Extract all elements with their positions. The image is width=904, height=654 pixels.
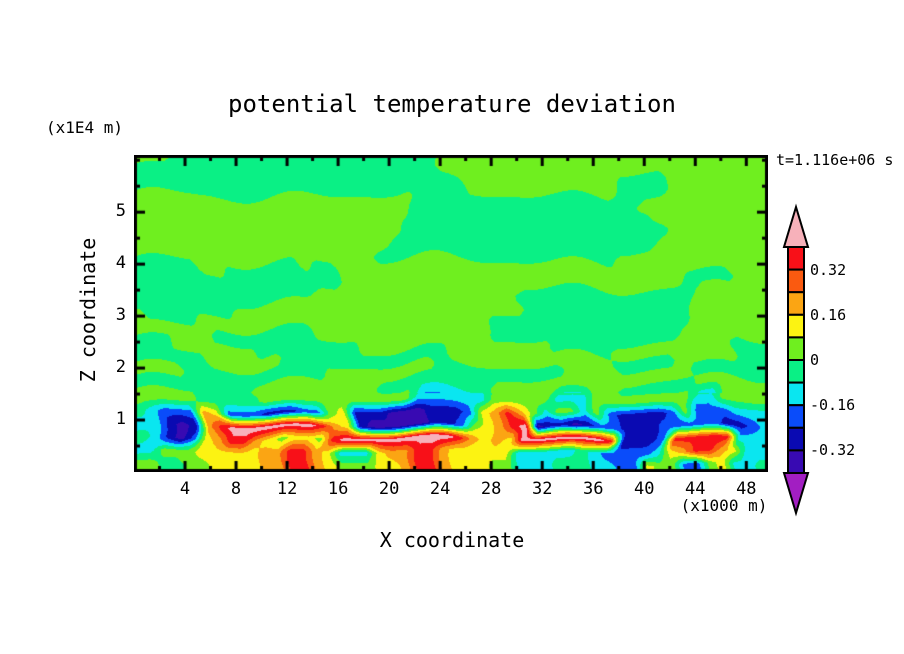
colorbar-segment (787, 291, 805, 316)
colorbar-label: -0.32 (810, 441, 856, 460)
x-tick-label: 44 (685, 479, 706, 499)
colorbar-label: 0.32 (810, 260, 847, 279)
time-label: t=1.116e+06 s (776, 151, 894, 169)
x-tick-label: 32 (531, 479, 553, 499)
y-tick-label: 2 (115, 357, 126, 378)
colorbar-svg (782, 203, 810, 517)
y-tick-label: 3 (115, 305, 126, 326)
contour-canvas (134, 155, 768, 472)
colorbar-arrow-down (782, 472, 810, 517)
colorbar-segment (787, 381, 805, 407)
y-tick-label: 4 (115, 253, 126, 274)
colorbar-segment (787, 359, 805, 384)
colorbar-arrow-up (782, 203, 810, 248)
colorbar-segment (787, 404, 805, 429)
y-tick-label: 5 (115, 201, 126, 222)
x-tick-label: 20 (378, 479, 400, 499)
x-tick-label: 16 (327, 479, 349, 499)
plot-title: potential temperature deviation (228, 90, 676, 118)
x-axis-unit-label: (x1000 m) (680, 496, 768, 515)
colorbar-segment (787, 313, 805, 339)
colorbar-label: -0.16 (810, 396, 856, 415)
colorbar-label: 0.16 (810, 305, 847, 324)
colorbar-segment (787, 268, 805, 294)
colorbar (780, 200, 840, 520)
x-tick-label: 40 (634, 479, 655, 499)
x-tick-label: 28 (480, 479, 502, 499)
x-tick-label: 24 (429, 479, 451, 499)
colorbar-segment (787, 449, 805, 474)
x-tick-label: 36 (582, 479, 604, 499)
x-tick-label: 4 (179, 479, 191, 499)
x-tick-label: 8 (230, 479, 242, 499)
x-axis-title: X coordinate (379, 528, 525, 552)
colorbar-segment (787, 426, 805, 452)
x-tick-label: 12 (276, 479, 298, 499)
colorbar-segment (787, 336, 805, 361)
colorbar-segment (787, 246, 805, 271)
y-tick-label: 1 (115, 409, 126, 430)
colorbar-label: 0 (810, 351, 820, 369)
z-axis-unit-label: (x1E4 m) (46, 118, 124, 137)
x-tick-label: 48 (736, 479, 757, 499)
